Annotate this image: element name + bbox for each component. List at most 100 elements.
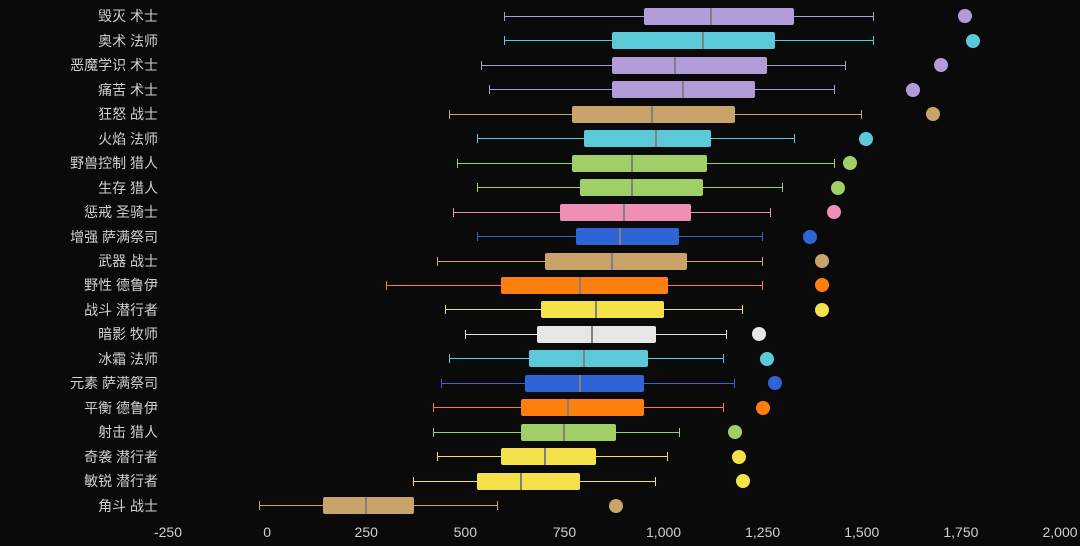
whisker-cap (457, 159, 458, 168)
box (545, 253, 688, 270)
median-line (619, 228, 621, 245)
box (580, 179, 703, 196)
whisker-cap (742, 305, 743, 314)
whisker-cap (449, 354, 450, 363)
outlier-point (815, 254, 829, 268)
outlier-point (803, 230, 817, 244)
box (525, 375, 644, 392)
whisker-cap (445, 305, 446, 314)
whisker-cap (770, 208, 771, 217)
box (323, 497, 414, 514)
box (501, 448, 596, 465)
outlier-point (966, 34, 980, 48)
median-line (702, 32, 704, 49)
x-tick-label: 750 (553, 524, 576, 540)
whisker-cap (497, 501, 498, 510)
median-line (710, 8, 712, 25)
plot-area (0, 0, 1080, 546)
outlier-point (756, 401, 770, 415)
median-line (365, 497, 367, 514)
boxplot-chart: 毁灭 术士奥术 法师恶魔学识 术士痛苦 术士狂怒 战士火焰 法师野兽控制 猎人生… (0, 0, 1080, 546)
whisker-cap (679, 428, 680, 437)
x-tick-label: 1,500 (844, 524, 879, 540)
median-line (591, 326, 593, 343)
box (644, 8, 795, 25)
box (521, 399, 644, 416)
outlier-point (609, 499, 623, 513)
x-tick-label: 250 (355, 524, 378, 540)
whisker-cap (782, 183, 783, 192)
whisker-cap (433, 403, 434, 412)
median-line (579, 375, 581, 392)
median-line (583, 350, 585, 367)
outlier-point (859, 132, 873, 146)
median-line (579, 277, 581, 294)
outlier-point (926, 107, 940, 121)
outlier-point (958, 9, 972, 23)
whisker-cap (873, 12, 874, 21)
box (612, 32, 775, 49)
whisker-cap (734, 379, 735, 388)
whisker-cap (259, 501, 260, 510)
whisker-cap (667, 452, 668, 461)
whisker-cap (762, 257, 763, 266)
box (584, 130, 711, 147)
box (501, 277, 668, 294)
median-line (563, 424, 565, 441)
whisker-cap (449, 110, 450, 119)
outlier-point (760, 352, 774, 366)
whisker-cap (453, 208, 454, 217)
x-tick-label: 2,000 (1042, 524, 1077, 540)
box (477, 473, 580, 490)
outlier-point (815, 278, 829, 292)
median-line (520, 473, 522, 490)
whisker-cap (861, 110, 862, 119)
median-line (674, 57, 676, 74)
outlier-point (831, 181, 845, 195)
whisker-cap (477, 183, 478, 192)
whisker-cap (386, 281, 387, 290)
outlier-point (752, 327, 766, 341)
box (572, 106, 735, 123)
box (572, 155, 707, 172)
whisker-cap (504, 12, 505, 21)
outlier-point (736, 474, 750, 488)
whisker-cap (794, 134, 795, 143)
x-tick-label: 1,250 (745, 524, 780, 540)
median-line (567, 399, 569, 416)
box (537, 326, 656, 343)
median-line (611, 253, 613, 270)
whisker-cap (465, 330, 466, 339)
whisker-cap (437, 257, 438, 266)
box (529, 350, 648, 367)
whisker-cap (723, 403, 724, 412)
whisker-cap (441, 379, 442, 388)
whisker-cap (504, 36, 505, 45)
x-tick-label: 1,750 (943, 524, 978, 540)
outlier-point (732, 450, 746, 464)
whisker-cap (762, 281, 763, 290)
whisker-cap (477, 134, 478, 143)
outlier-point (815, 303, 829, 317)
median-line (595, 301, 597, 318)
whisker-cap (413, 477, 414, 486)
median-line (651, 106, 653, 123)
whisker-cap (481, 61, 482, 70)
box (560, 204, 691, 221)
x-tick-label: 1,000 (646, 524, 681, 540)
whisker-cap (723, 354, 724, 363)
outlier-point (827, 205, 841, 219)
whisker-cap (762, 232, 763, 241)
box (576, 228, 679, 245)
x-tick-label: 0 (263, 524, 271, 540)
median-line (682, 81, 684, 98)
whisker-cap (655, 477, 656, 486)
box (521, 424, 616, 441)
outlier-point (728, 425, 742, 439)
whisker-cap (489, 85, 490, 94)
whisker-cap (726, 330, 727, 339)
whisker-cap (845, 61, 846, 70)
outlier-point (906, 83, 920, 97)
whisker-cap (477, 232, 478, 241)
median-line (544, 448, 546, 465)
